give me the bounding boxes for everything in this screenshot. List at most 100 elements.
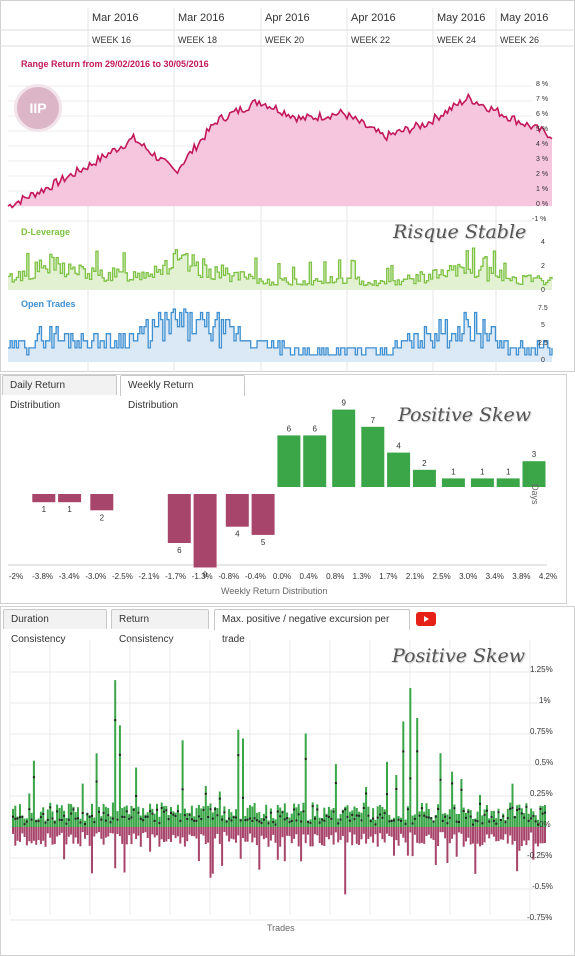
positive-excursion-bar [144, 814, 147, 827]
trade-result-marker [255, 819, 258, 822]
positive-excursion-bar [362, 802, 365, 827]
week-label: WEEK 16 [92, 35, 132, 45]
trade-result-marker [376, 816, 379, 819]
trades-tick: 5 [541, 322, 545, 329]
positive-excursion-bar [23, 818, 26, 827]
trade-result-marker [534, 820, 537, 823]
negative-excursion-bar [267, 827, 270, 847]
trade-result-marker [358, 814, 361, 817]
negative-excursion-bar [109, 827, 112, 834]
trade-result-marker [539, 808, 542, 810]
negative-excursion-bar [451, 827, 454, 839]
tab-max-excursion[interactable]: Max. positive / negative excursion per t… [214, 609, 410, 645]
positive-excursion-bar [416, 718, 419, 827]
positive-excursion-bar [21, 815, 24, 827]
trade-result-marker [28, 808, 31, 811]
positive-excursion-bar [156, 803, 158, 827]
negative-excursion-bar [372, 827, 375, 843]
positive-excursion-bar [146, 812, 149, 827]
tab-daily-return-distribution[interactable]: Daily Return Distribution [2, 375, 117, 411]
distribution-xtick: 0.4% [299, 572, 317, 581]
trade-result-marker [146, 815, 149, 818]
trade-result-marker [360, 819, 363, 822]
negative-excursion-bar [156, 827, 158, 836]
tab-duration-consistency[interactable]: Duration Consistency [3, 609, 107, 645]
positive-excursion-bar [72, 806, 75, 827]
bar-value-label: 5 [261, 538, 266, 547]
negative-excursion-bar [188, 827, 191, 835]
distribution-bar [90, 494, 114, 511]
negative-excursion-bar [504, 827, 507, 835]
negative-excursion-bar [425, 827, 428, 836]
trade-result-marker [111, 817, 114, 820]
negative-excursion-bar [434, 827, 437, 865]
negative-excursion-bar [279, 827, 282, 847]
negative-excursion-bar [383, 827, 386, 843]
trade-result-marker [109, 821, 112, 824]
ytick: -0.25% [527, 851, 553, 860]
return-chart [0, 8, 575, 372]
trade-result-marker [523, 816, 526, 819]
positive-excursion-bar [314, 815, 316, 827]
negative-excursion-bar [37, 827, 40, 841]
trade-result-marker [128, 817, 131, 820]
trade-result-marker [181, 788, 184, 791]
negative-excursion-bar [163, 827, 165, 842]
tab-return-consistency[interactable]: Return Consistency [111, 609, 209, 645]
positive-excursion-bar [165, 805, 168, 827]
negative-excursion-bar [376, 827, 379, 847]
distribution-xtick: 1.7% [379, 572, 397, 581]
positive-excursion-bar [137, 806, 140, 827]
play-icon[interactable] [416, 612, 436, 626]
trade-result-marker [395, 788, 398, 790]
trade-result-marker [488, 820, 491, 823]
negative-excursion-bar [128, 827, 131, 836]
negative-excursion-bar [476, 827, 479, 844]
negative-excursion-bar [107, 827, 110, 837]
negative-excursion-bar [495, 827, 498, 842]
negative-excursion-bar [488, 827, 491, 839]
distribution-xtick: 0.0% [273, 572, 291, 581]
trade-result-marker [286, 817, 289, 820]
positive-excursion-bar [258, 812, 261, 827]
positive-excursion-bar [323, 807, 326, 827]
trade-result-marker [295, 819, 298, 822]
positive-excursion-bar [451, 771, 454, 827]
negative-excursion-bar [228, 827, 231, 842]
positive-excursion-bar [367, 806, 370, 827]
trade-result-marker [379, 813, 382, 816]
negative-excursion-bar [314, 827, 316, 835]
positive-excursion-bar [304, 733, 307, 827]
trade-result-marker [244, 819, 247, 822]
tab-weekly-return-distribution[interactable]: Weekly Return Distribution [120, 375, 245, 411]
negative-excursion-bar [467, 827, 470, 838]
negative-excursion-bar [253, 827, 256, 838]
negative-excursion-bar [341, 827, 344, 836]
negative-excursion-bar [374, 827, 377, 835]
trade-result-marker [281, 811, 284, 814]
negative-excursion-bar [411, 827, 414, 857]
positive-excursion-bar [176, 804, 179, 827]
trade-result-marker [318, 821, 321, 824]
positive-excursion-bar [128, 814, 131, 827]
negative-excursion-bar [455, 827, 458, 857]
positive-excursion-bar [518, 804, 521, 827]
ytick: -0.75% [527, 913, 553, 922]
negative-excursion-bar [530, 827, 533, 833]
positive-excursion-bar [444, 813, 447, 827]
trade-result-marker [325, 814, 328, 817]
trade-result-marker [499, 818, 502, 821]
negative-excursion-bar [32, 827, 35, 841]
positive-excursion-bar [183, 808, 186, 827]
negative-excursion-bar [485, 827, 488, 835]
trade-result-marker [228, 817, 231, 820]
negative-excursion-bar [251, 827, 254, 843]
month-label: May 2016 [437, 12, 486, 24]
ytick: 1.25% [530, 665, 553, 674]
negative-excursion-bar [230, 827, 233, 839]
trade-result-marker [179, 819, 182, 822]
week-label: WEEK 24 [437, 35, 477, 45]
trades-line [8, 308, 553, 356]
positive-excursion-bar [353, 806, 356, 827]
negative-excursion-bar [46, 827, 49, 834]
